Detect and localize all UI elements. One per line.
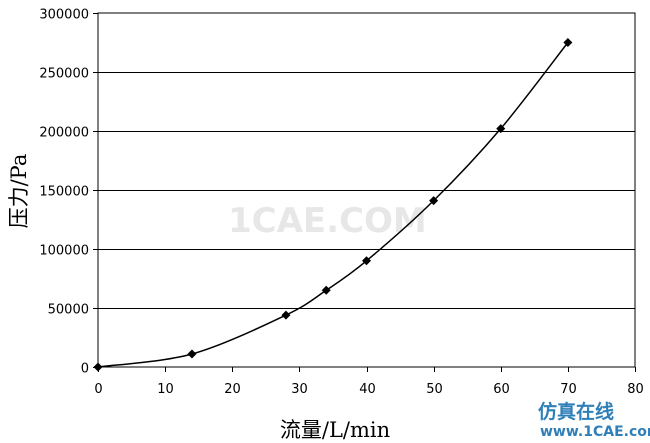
data-point-marker bbox=[321, 285, 331, 295]
grid-lines bbox=[98, 72, 635, 309]
y-tick-labels: 0 50000 100000 150000 200000 250000 300000 bbox=[39, 8, 89, 377]
x-tick-label: 10 bbox=[157, 382, 174, 397]
x-tick-label: 80 bbox=[627, 382, 644, 397]
y-tick-label: 200000 bbox=[39, 126, 89, 141]
data-point-marker bbox=[429, 196, 439, 206]
x-tick-label: 70 bbox=[560, 382, 577, 397]
x-axis-title: 流量/L/min bbox=[280, 418, 390, 442]
brand-chinese-text: 仿真在线 bbox=[538, 400, 614, 423]
x-tick-label: 20 bbox=[224, 382, 241, 397]
y-tick-label: 300000 bbox=[39, 8, 89, 23]
y-axis-title: 压力/Pa bbox=[7, 154, 31, 229]
data-point-marker bbox=[93, 362, 103, 372]
data-point-marker bbox=[362, 256, 371, 266]
data-point-marker bbox=[563, 38, 573, 47]
brand-url-text: www.1CAE.com bbox=[540, 424, 650, 440]
x-tick-label: 50 bbox=[426, 382, 443, 397]
x-tick-label: 40 bbox=[359, 382, 376, 397]
y-tick-label: 150000 bbox=[39, 185, 89, 200]
y-tick-label: 50000 bbox=[48, 303, 89, 318]
y-tick-label: 0 bbox=[81, 362, 89, 377]
x-tick-label: 0 bbox=[94, 382, 102, 397]
data-point-marker bbox=[496, 124, 506, 134]
x-tick-label: 60 bbox=[493, 382, 510, 397]
watermark-text: 1CAE.COM bbox=[228, 201, 427, 241]
x-tick-label: 30 bbox=[291, 382, 308, 397]
y-tick-label: 100000 bbox=[39, 244, 89, 259]
series-layer bbox=[93, 38, 573, 372]
data-point-marker bbox=[187, 349, 197, 359]
y-tick-label: 250000 bbox=[39, 67, 89, 82]
data-point-marker bbox=[281, 310, 291, 320]
axes bbox=[93, 12, 636, 372]
x-tick-labels: 0 10 20 30 40 50 60 70 80 bbox=[94, 382, 643, 397]
